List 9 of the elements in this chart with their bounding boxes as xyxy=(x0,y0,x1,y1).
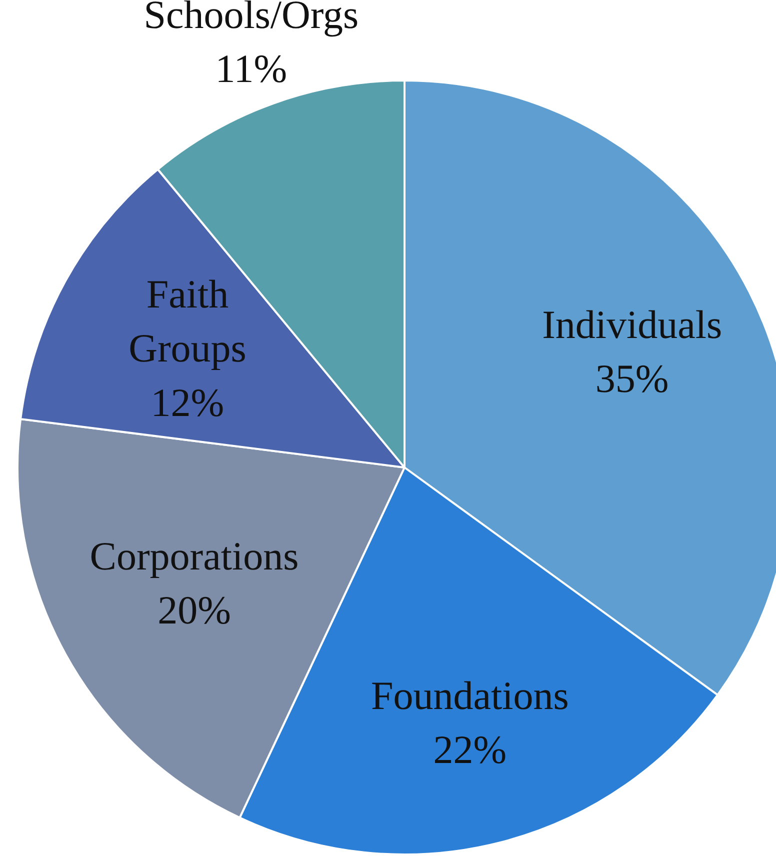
data-label: 35% xyxy=(595,356,669,402)
data-label: 12% xyxy=(150,380,224,425)
slice-label: Foundations xyxy=(371,672,569,718)
data-label: 20% xyxy=(158,588,231,633)
data-label: 22% xyxy=(433,726,507,772)
slice-label: Corporations xyxy=(90,534,299,578)
slice-label: Individuals xyxy=(542,302,722,347)
slice-label: Faith Groups xyxy=(128,272,246,371)
data-label: 11% xyxy=(215,46,288,92)
